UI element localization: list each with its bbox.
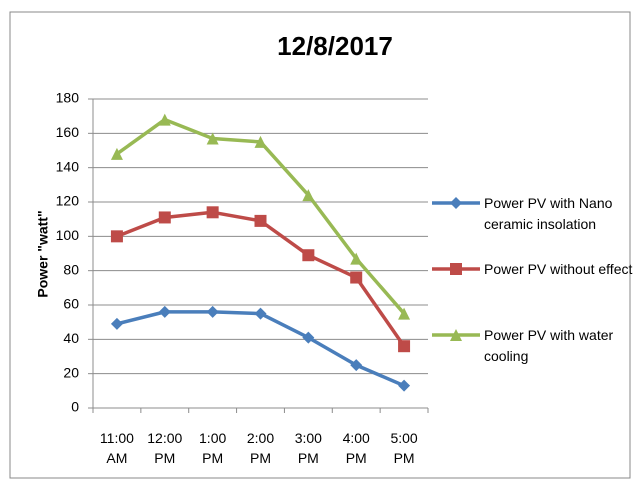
y-tick-label: 60 bbox=[63, 296, 79, 312]
legend-marker bbox=[450, 263, 462, 275]
chart-title: 12/8/2017 bbox=[277, 31, 393, 61]
y-tick-label: 180 bbox=[56, 90, 80, 106]
legend-marker bbox=[450, 197, 462, 209]
y-tick-label: 20 bbox=[63, 364, 79, 380]
data-point bbox=[350, 252, 363, 265]
data-point bbox=[254, 307, 267, 320]
legend-label: Power PV with Nano ceramic insolation bbox=[484, 195, 613, 232]
data-point bbox=[158, 305, 171, 318]
y-tick-label: 40 bbox=[63, 330, 79, 346]
series-line bbox=[116, 310, 405, 388]
y-axis-label: Power "watt" bbox=[35, 210, 51, 297]
data-point bbox=[110, 317, 123, 330]
data-point bbox=[206, 206, 219, 219]
x-tick-label: 5:00 PM bbox=[390, 430, 418, 466]
chart-border bbox=[9, 11, 631, 479]
data-point bbox=[398, 340, 411, 353]
x-tick-label: 2:00 PM bbox=[246, 430, 275, 466]
x-tick-label: 3:00 PM bbox=[294, 430, 322, 466]
x-tick-label: 1:00 PM bbox=[199, 430, 227, 466]
x-tick-label: 11:00 AM bbox=[99, 430, 134, 466]
data-point bbox=[110, 230, 123, 243]
data-point bbox=[254, 135, 267, 148]
data-point bbox=[398, 307, 411, 320]
legend-marker bbox=[450, 329, 462, 341]
y-tick-label: 0 bbox=[71, 399, 79, 415]
x-tick-label: 4:00 PM bbox=[342, 430, 370, 466]
data-point bbox=[302, 331, 315, 344]
data-point bbox=[206, 305, 219, 318]
y-tick-label: 80 bbox=[63, 261, 79, 277]
x-tick-label: 12:00 PM bbox=[147, 430, 183, 466]
y-tick-label: 140 bbox=[56, 158, 80, 174]
data-point bbox=[302, 249, 315, 262]
data-point bbox=[158, 113, 171, 126]
legend-label: Power PV with water cooling bbox=[484, 327, 614, 364]
data-point bbox=[350, 359, 363, 372]
data-point bbox=[206, 132, 219, 145]
data-point bbox=[110, 147, 123, 160]
y-tick-label: 160 bbox=[56, 124, 80, 140]
y-tick-label: 120 bbox=[56, 193, 80, 209]
data-point bbox=[254, 214, 267, 227]
data-point bbox=[398, 379, 411, 392]
data-point bbox=[158, 211, 171, 224]
y-tick-label: 100 bbox=[56, 227, 80, 243]
data-point bbox=[350, 271, 363, 284]
data-point bbox=[302, 189, 315, 202]
legend-label: Power PV without effect bbox=[484, 261, 633, 277]
